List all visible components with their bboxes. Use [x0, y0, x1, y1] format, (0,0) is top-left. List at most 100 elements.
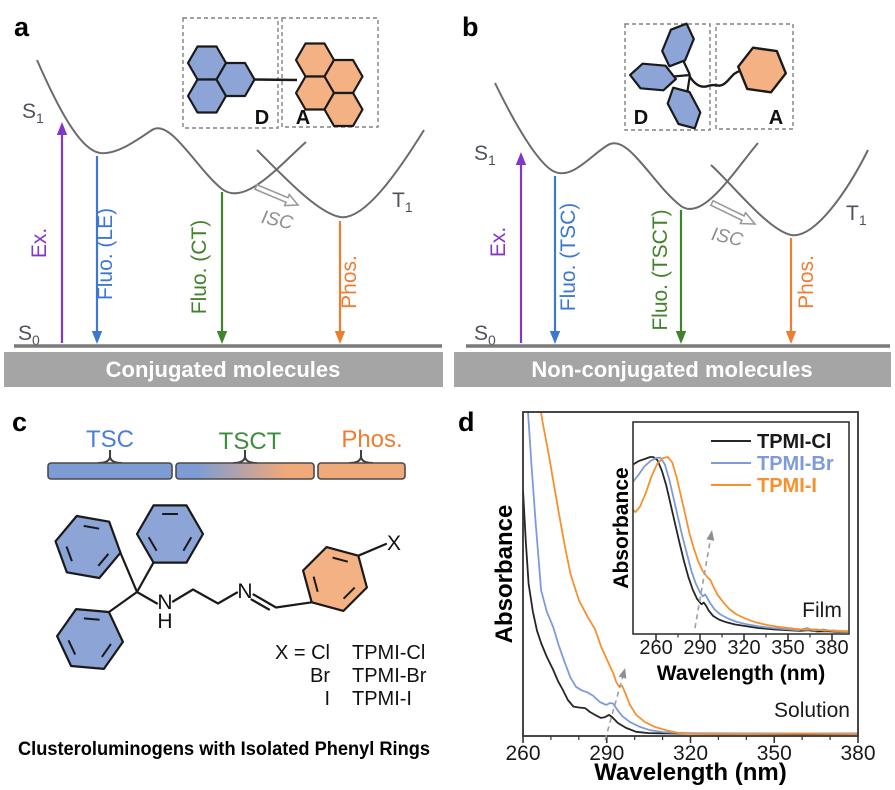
phos-arrowhead-icon — [785, 331, 797, 344]
benzene-inner-bond — [342, 586, 356, 600]
panel-letter-b: b — [462, 12, 479, 42]
acceptor-hexagon — [323, 91, 364, 128]
benzene-ring — [135, 504, 205, 564]
x-tick-label: 380 — [840, 742, 875, 765]
panel-d-absorbance-charts: d 260 290 320 350 380 Wavelength (nm) Absorban… — [458, 407, 876, 786]
solution-annotation: Solution — [774, 699, 850, 722]
variant-name-i: TPMI-I — [352, 688, 412, 710]
benzene-inner-bond — [332, 556, 349, 563]
x-tick-label: 290 — [589, 742, 624, 765]
fluo-tsc-arrowhead-icon — [549, 331, 561, 344]
phos-label: Phos. — [795, 255, 818, 309]
benzene-inner-bond — [67, 639, 77, 656]
skeleton-bonds — [107, 542, 388, 614]
t1-state-label: T1 — [846, 202, 867, 228]
excitation-label: Ex. — [28, 228, 51, 258]
solution-curve-TPMI-Br — [527, 412, 858, 735]
donor-label: D — [634, 107, 648, 129]
phenyl-petal — [629, 62, 677, 92]
excitation-arrowhead-icon — [515, 152, 527, 165]
footer-text: Non-conjugated molecules — [531, 357, 812, 382]
s1-state-label: S1 — [474, 142, 496, 168]
donor-box — [182, 17, 279, 129]
benzene-ring — [54, 514, 122, 580]
panel-c-structure: c TSC TSCT Phos. N H N X X = Cl TPMI-Cl … — [12, 407, 430, 760]
x-tick-label: 350 — [757, 742, 792, 765]
panel-letter-c: c — [12, 407, 27, 437]
film-frame — [632, 421, 850, 635]
benzene-inner-bond — [97, 553, 110, 567]
film-curve-TPMI-I — [633, 456, 849, 633]
solution-chart: 260 290 320 350 380 Wavelength (nm) Absorbance… — [491, 411, 876, 786]
flexible-linker-bond — [688, 69, 742, 88]
benzene-inner-bond — [182, 536, 193, 552]
fluo-tsct-arrowhead-icon — [675, 331, 687, 344]
footer-bar — [454, 352, 891, 387]
s1-potential-curve — [36, 59, 307, 195]
tsc-region-bar — [47, 462, 173, 480]
substituent-x-label: X — [387, 532, 401, 555]
fluo-le-label: Fluo. (LE) — [94, 208, 117, 300]
variant-x-i: I — [324, 688, 330, 710]
isc-arrow-icon — [709, 199, 757, 225]
panel-a-energy-diagram: a D A S1 S0 T1 Ex. Fluo. (LE) Fluo. (CT)… — [4, 12, 443, 387]
legend-label: TPMI-I — [757, 475, 817, 497]
t1-potential-curve — [256, 129, 425, 219]
benzene-inner-bond — [65, 546, 73, 562]
footer-text: Conjugated molecules — [106, 357, 341, 382]
acceptor-label: A — [769, 107, 783, 129]
redshift-arrowhead-icon — [706, 530, 715, 541]
panel-letter-a: a — [14, 12, 30, 42]
solution-ylabel: Absorbance — [491, 505, 518, 644]
phos-label: Phos. — [338, 255, 361, 309]
phos-region-bar — [317, 462, 406, 480]
fluo-tsc-label: Fluo. (TSC) — [557, 203, 580, 312]
redshift-arrow-line — [604, 677, 624, 741]
variant-x-br: Br — [310, 665, 330, 687]
solution-xlabel: Wavelength (nm) — [594, 759, 786, 786]
acceptor-hexagon — [737, 46, 787, 94]
film-ylabel: Absorbance — [610, 467, 633, 588]
phos-region-label: Phos. — [341, 426, 402, 453]
isc-label: ISC — [709, 224, 745, 251]
phenyl-petal — [666, 86, 702, 130]
fluo-le-arrowhead-icon — [91, 331, 103, 344]
donor-box — [624, 23, 711, 131]
benzene-inner-bond — [312, 576, 319, 593]
excitation-label: Ex. — [487, 227, 510, 257]
fluo-tsct-label: Fluo. (TSCT) — [649, 209, 672, 330]
phenyl-rings — [54, 504, 368, 670]
x-tick-label: 260 — [505, 742, 540, 765]
panel-b-energy-diagram: b D A S1 S0 T1 Ex. Fluo. (TSC) Fluo. (TS… — [454, 12, 891, 387]
excitation-arrowhead-icon — [56, 122, 68, 135]
benzene-inner-bond — [101, 643, 112, 658]
isc-label: ISC — [259, 207, 295, 234]
legend-label: TPMI-Cl — [757, 431, 831, 453]
legend-label: TPMI-Br — [757, 453, 834, 475]
x-tick-label: 320 — [727, 637, 760, 659]
donor-label: D — [255, 107, 269, 129]
s0-state-label: S0 — [474, 322, 496, 348]
non-conjugated-molecule-art — [629, 22, 787, 130]
film-inset-chart: 260 290 320 350 380 Wavelength (nm) Absorbance… — [610, 421, 850, 685]
donor-hexagon — [215, 61, 256, 98]
solution-curves — [523, 412, 858, 735]
variant-name-br: TPMI-Br — [352, 665, 427, 687]
amine-nitrogen-label: N — [157, 591, 172, 614]
benzene-inner-bond — [147, 536, 158, 552]
redshift-arrow-line — [694, 539, 712, 629]
acceptor-box — [281, 17, 379, 128]
benzene-ring — [55, 608, 125, 670]
x-tick-label: 320 — [673, 742, 708, 765]
benzene-ring — [302, 546, 368, 612]
film-annotation: Film — [802, 599, 842, 622]
film-xlabel: Wavelength (nm) — [657, 662, 825, 685]
fluo-ct-arrowhead-icon — [216, 331, 228, 344]
amine-hydrogen-label: H — [157, 610, 172, 633]
solution-curve-TPMI-Cl — [523, 489, 858, 735]
fluo-ct-label: Fluo. (CT) — [188, 220, 211, 315]
tsct-region-label: TSCT — [219, 428, 282, 455]
isc-arrow-icon — [253, 183, 300, 207]
s1-potential-curve — [494, 82, 759, 210]
x-tick-label: 380 — [815, 637, 848, 659]
